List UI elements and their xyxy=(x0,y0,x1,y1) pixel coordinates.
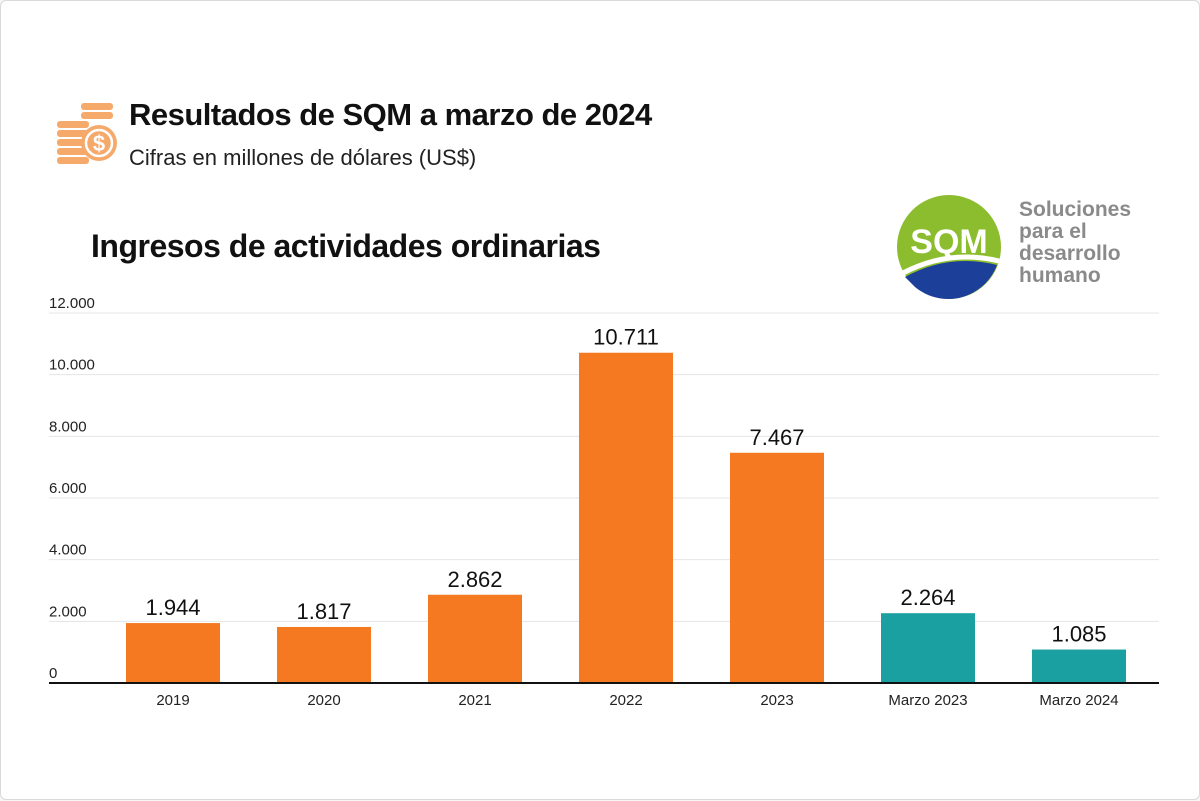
data-label: 1.085 xyxy=(1051,622,1106,647)
logo-tagline-line: humano xyxy=(1019,264,1101,287)
bar xyxy=(1032,649,1126,683)
logo-wordmark: SQM xyxy=(910,223,987,261)
x-tick-label: Marzo 2024 xyxy=(1039,692,1118,709)
data-label: 2.264 xyxy=(900,585,955,610)
x-tick-label: Marzo 2023 xyxy=(888,692,967,709)
svg-text:$: $ xyxy=(93,131,105,156)
y-tick-label: 4.000 xyxy=(49,542,87,559)
logo-tagline-line: desarrollo xyxy=(1019,242,1121,265)
y-tick-label: 12.000 xyxy=(49,295,95,312)
y-tick-label: 2.000 xyxy=(49,603,87,620)
x-tick-label: 2021 xyxy=(458,692,491,709)
page-title: Resultados de SQM a marzo de 2024 xyxy=(129,97,652,132)
bar xyxy=(428,594,522,683)
data-label: 7.467 xyxy=(749,425,804,450)
bar xyxy=(277,626,371,683)
coins-dollar-icon: $ xyxy=(57,103,117,164)
x-tick-label: 2023 xyxy=(760,692,793,709)
bars xyxy=(126,352,1126,683)
logo-tagline-line: Soluciones xyxy=(1019,198,1132,221)
y-tick-label: 0 xyxy=(49,665,57,682)
page-subtitle: Cifras en millones de dólares (US$) xyxy=(129,145,477,170)
data-label: 1.944 xyxy=(145,595,200,620)
y-axis-ticks: 0 2.000 4.000 6.000 8.000 10.000 12.000 xyxy=(49,295,95,682)
logo-tagline-line: para el xyxy=(1019,220,1087,243)
x-tick-label: 2022 xyxy=(609,692,642,709)
data-label: 10.711 xyxy=(593,325,659,350)
logo-tagline: Soluciones para el desarrollo humano xyxy=(1019,199,1131,287)
sqm-logo: SQM xyxy=(897,195,1001,299)
x-axis-ticks: 2019 2020 2021 2022 2023 Marzo 2023 Marzo 2024 xyxy=(156,692,1118,709)
y-tick-label: 10.000 xyxy=(49,357,95,374)
bar xyxy=(579,352,673,683)
bar xyxy=(730,452,824,683)
y-tick-label: 6.000 xyxy=(49,480,87,497)
value-labels: 1.944 1.817 2.862 10.711 7.467 2.264 1.085 xyxy=(145,325,1106,647)
chart-title: Ingresos de actividades ordinarias xyxy=(91,228,601,264)
data-label: 2.862 xyxy=(447,567,502,592)
x-tick-label: 2019 xyxy=(156,692,189,709)
data-label: 1.817 xyxy=(296,599,351,624)
bar xyxy=(126,623,220,683)
y-tick-label: 8.000 xyxy=(49,418,87,435)
x-tick-label: 2020 xyxy=(307,692,340,709)
bar xyxy=(881,613,975,683)
